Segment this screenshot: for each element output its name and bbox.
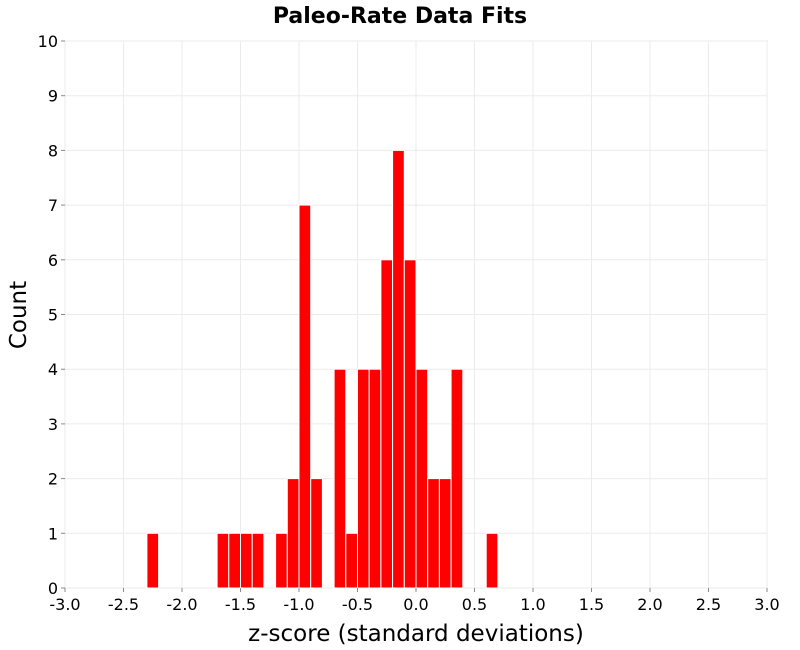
y-tick-label: 4 [48, 360, 58, 379]
histogram-bar [438, 478, 452, 589]
x-tick-label: 0.0 [403, 595, 428, 614]
histogram-bar [392, 149, 405, 589]
x-tick-label: 2.5 [696, 595, 721, 614]
x-tick-label: -1.5 [225, 595, 256, 614]
histogram-bar [251, 532, 265, 589]
histogram-bar [333, 368, 347, 589]
histogram-bar [286, 478, 300, 589]
x-tick-label: -3.0 [49, 595, 80, 614]
y-tick-label: 6 [48, 251, 58, 270]
y-axis-label: Count [6, 281, 32, 349]
histogram-bar [380, 259, 394, 589]
x-tick-label: -1.0 [283, 595, 314, 614]
x-tick-label: 0.5 [462, 595, 487, 614]
histogram-bar [240, 532, 253, 589]
y-tick-label: 9 [48, 87, 58, 106]
y-tick-label: 8 [48, 141, 58, 160]
x-tick-label: -2.5 [108, 595, 139, 614]
bars [146, 149, 499, 589]
histogram-bar [357, 368, 370, 589]
y-tick-label: 10 [38, 32, 58, 51]
x-tick-label: -0.5 [342, 595, 373, 614]
histogram-bar [345, 532, 358, 589]
histogram-bar [403, 259, 417, 589]
x-tick-label: 2.0 [637, 595, 662, 614]
y-tick-label: 1 [48, 524, 58, 543]
histogram-bar [368, 368, 382, 589]
axis-ticks: -3.0 -2.5 -2.0 -1.5 -1.0 -0.5 0.0 0.5 1.0 1.5 2.0 2… [38, 32, 780, 614]
histogram-bar [485, 532, 499, 589]
histogram-bar [298, 204, 312, 589]
y-tick-label: 7 [48, 196, 58, 215]
histogram-bar [310, 478, 323, 589]
chart-title: Paleo-Rate Data Fits [273, 4, 527, 29]
histogram-bar [415, 368, 429, 589]
histogram-bar [146, 532, 160, 589]
x-tick-label: 3.0 [754, 595, 779, 614]
y-tick-label: 3 [48, 415, 58, 434]
histogram-bar [228, 532, 242, 589]
x-tick-label: 1.5 [579, 595, 604, 614]
histogram-bar [275, 532, 288, 589]
y-tick-label: 5 [48, 306, 58, 325]
histogram-bar [216, 532, 230, 589]
y-tick-label: 0 [48, 579, 58, 598]
y-tick-label: 2 [48, 470, 58, 489]
histogram-bar [427, 478, 440, 589]
x-axis-label: z-score (standard deviations) [248, 621, 584, 647]
x-tick-label: 1.0 [520, 595, 545, 614]
histogram-bar [450, 368, 464, 589]
x-tick-label: -2.0 [166, 595, 197, 614]
